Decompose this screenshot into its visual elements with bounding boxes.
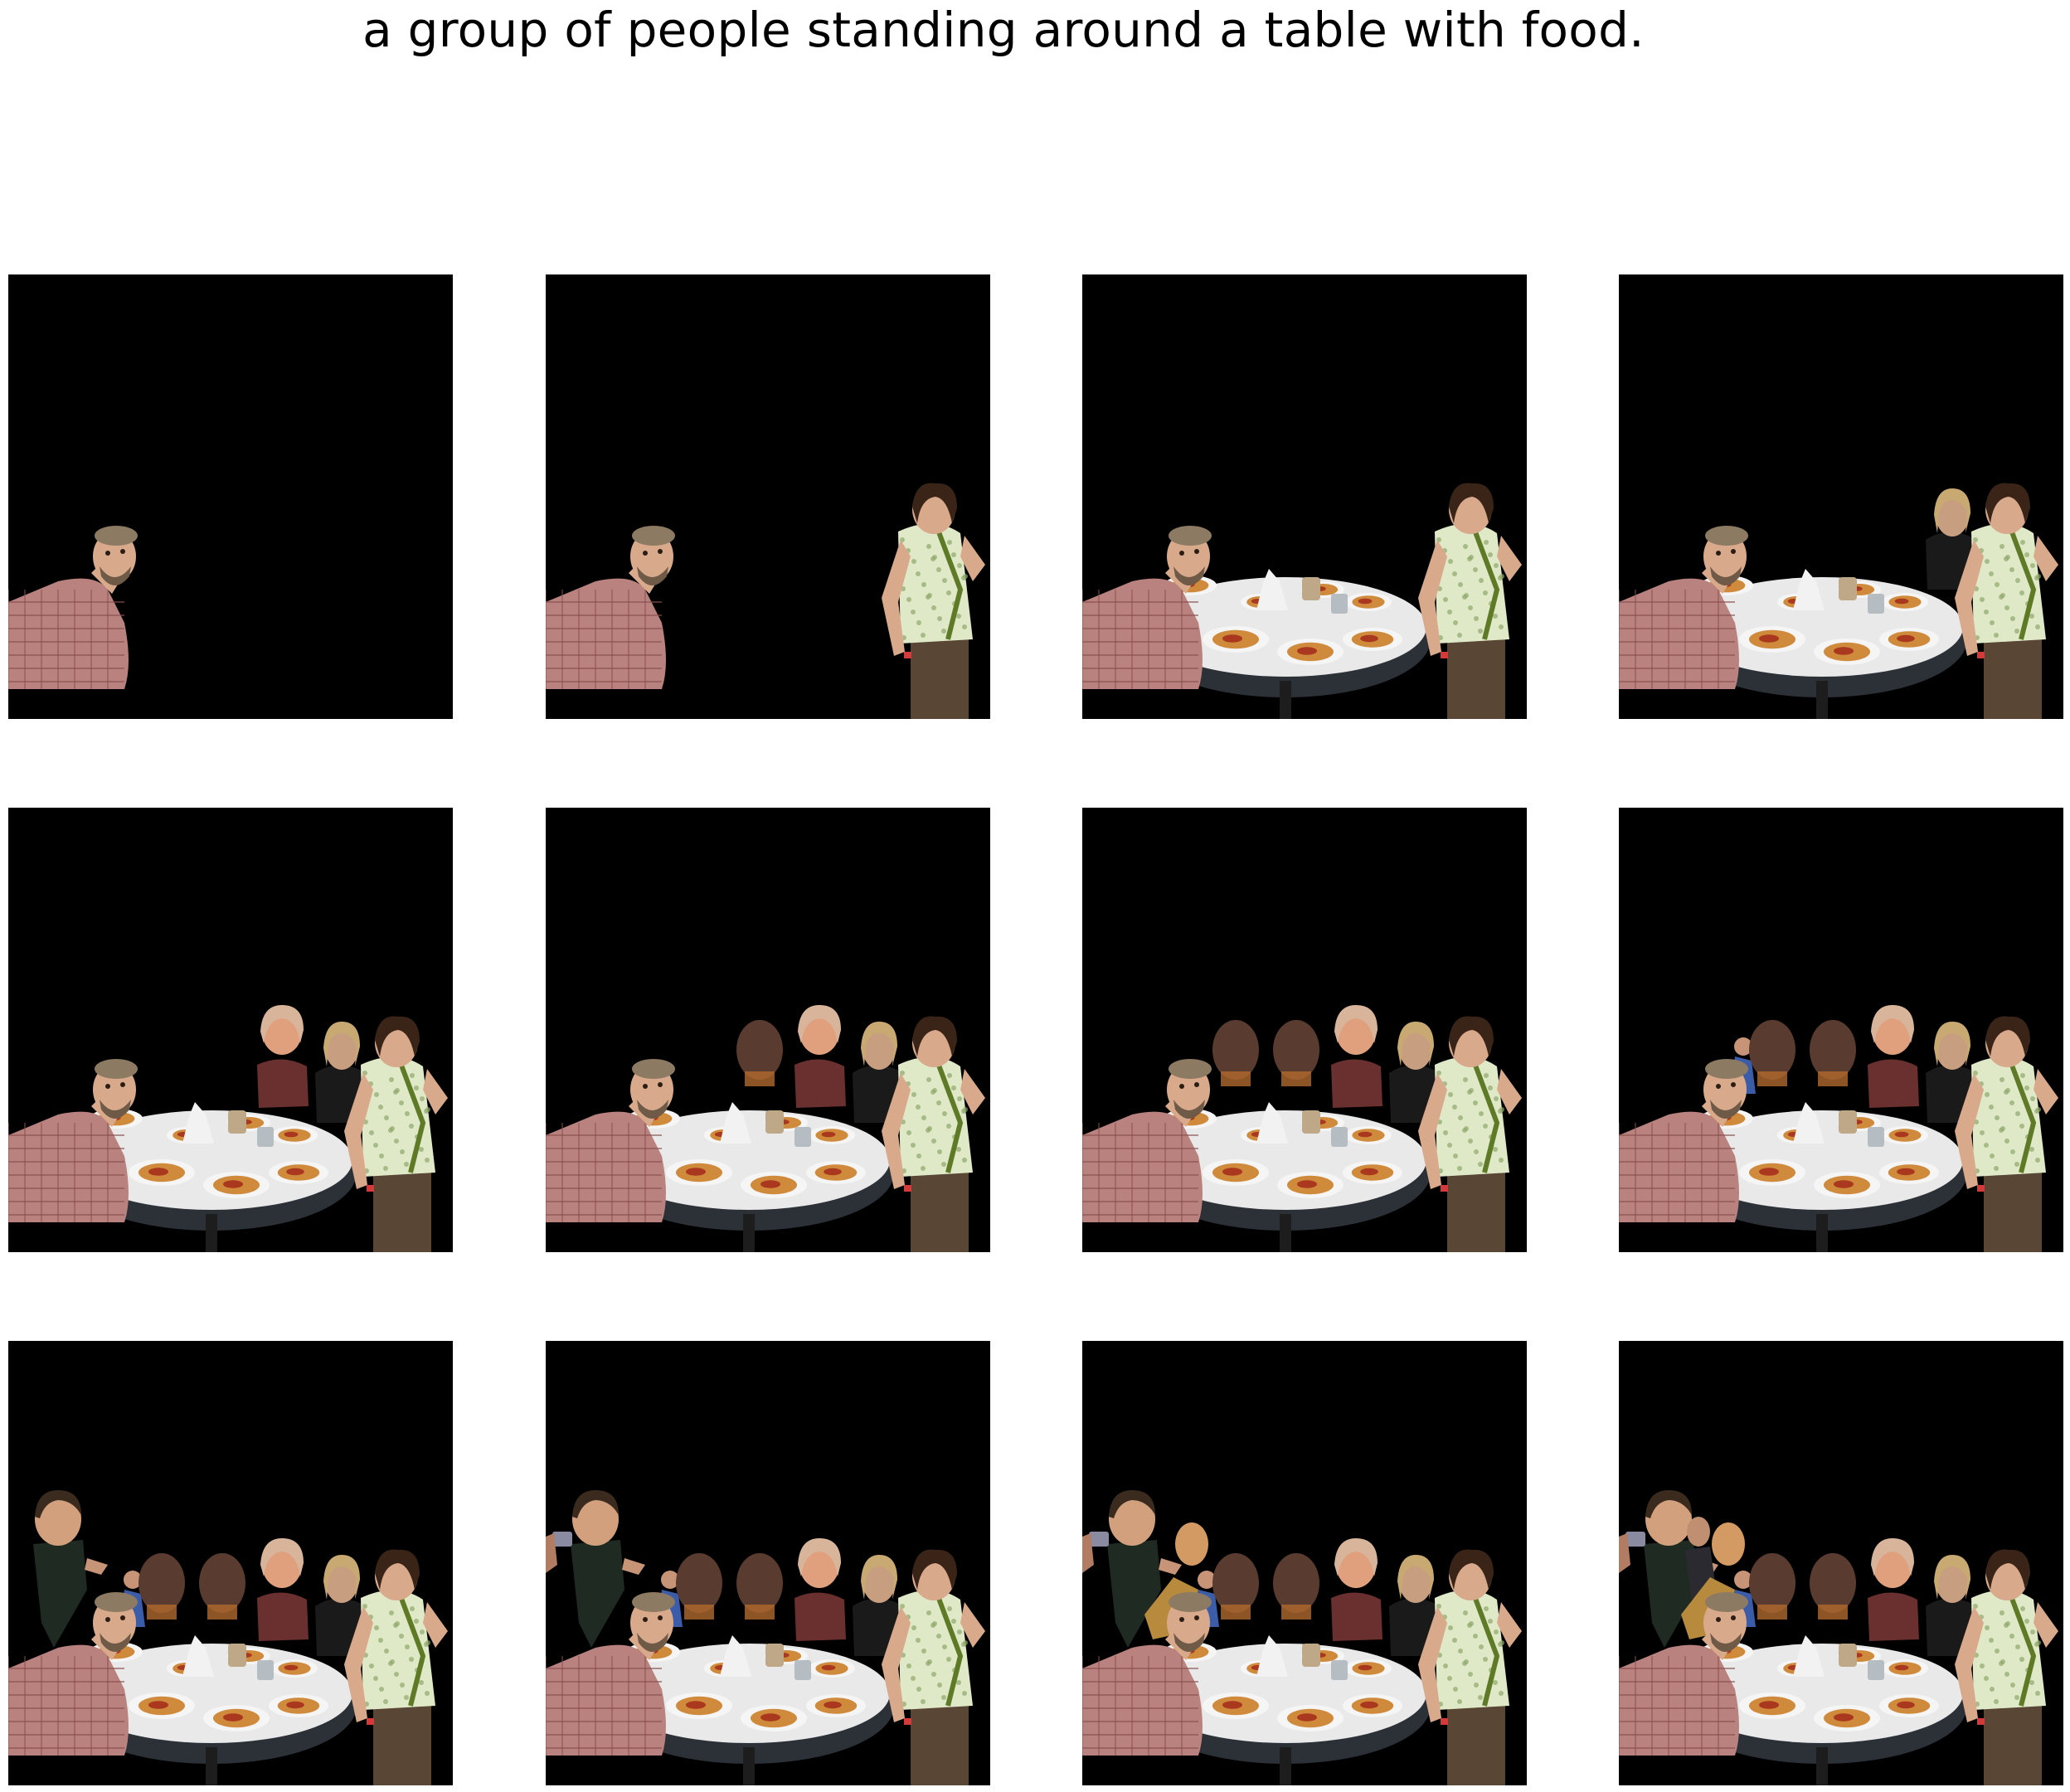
panel-7 xyxy=(1082,808,1527,1252)
panel-canvas xyxy=(1619,808,2063,1252)
man-leaning xyxy=(1082,1592,1212,1756)
older-woman xyxy=(257,1538,309,1641)
panel-canvas xyxy=(8,808,453,1252)
panel-canvas xyxy=(8,1341,453,1785)
dark-face-2 xyxy=(1212,1020,1259,1086)
round-table-with-food xyxy=(604,1635,894,1785)
dark-face-1 xyxy=(1273,1553,1319,1620)
woman-green-top xyxy=(1418,483,1522,719)
panel-canvas xyxy=(1619,274,2063,719)
woman-green-top xyxy=(882,483,985,719)
panel-2 xyxy=(546,274,990,719)
round-table-with-food xyxy=(1140,1635,1431,1785)
man-leaning xyxy=(1082,526,1212,689)
figure-caption: a group of people standing around a tabl… xyxy=(362,2,1645,58)
older-woman xyxy=(1331,1005,1382,1108)
woman-green-top xyxy=(1955,1016,2058,1252)
man-leaning xyxy=(546,526,675,689)
panel-canvas xyxy=(1082,808,1527,1252)
dark-face-1 xyxy=(736,1553,783,1620)
panel-canvas xyxy=(1082,1341,1527,1785)
panel-8 xyxy=(1619,808,2063,1252)
round-table-with-food xyxy=(1677,1635,1967,1785)
dark-face-2 xyxy=(676,1553,722,1620)
camera-hand xyxy=(546,1532,572,1573)
round-table-with-food xyxy=(66,1102,357,1252)
older-woman xyxy=(1868,1538,1919,1641)
panel-12 xyxy=(1619,1341,2063,1785)
man-leaning xyxy=(1619,1059,1748,1222)
man-leaning xyxy=(8,1059,138,1222)
older-woman xyxy=(1868,1005,1919,1108)
man-leaning xyxy=(546,1592,675,1756)
man-leaning xyxy=(546,1059,675,1222)
boy xyxy=(1107,1490,1182,1648)
man-leaning xyxy=(8,526,138,689)
woman-green-top xyxy=(1418,1016,1522,1252)
boy xyxy=(1644,1490,1718,1648)
panel-11 xyxy=(1082,1341,1527,1785)
panel-canvas xyxy=(546,1341,990,1785)
dark-face-1 xyxy=(736,1020,783,1086)
panel-canvas xyxy=(8,274,453,719)
dark-face-2 xyxy=(1749,1553,1795,1620)
panel-1 xyxy=(8,274,453,719)
round-table-with-food xyxy=(1140,1102,1431,1252)
older-woman xyxy=(1331,1538,1382,1641)
round-table-with-food xyxy=(1677,1102,1967,1252)
blonde-woman xyxy=(315,1555,373,1656)
woman-green-top xyxy=(1418,1549,1522,1785)
panel-5 xyxy=(8,808,453,1252)
panel-10 xyxy=(546,1341,990,1785)
panel-canvas xyxy=(546,274,990,719)
woman-green-top xyxy=(1955,483,2058,719)
woman-green-top xyxy=(882,1549,985,1785)
panel-3 xyxy=(1082,274,1527,719)
dark-face-2 xyxy=(1749,1020,1795,1086)
man-leaning xyxy=(1619,1592,1748,1756)
panel-canvas xyxy=(546,808,990,1252)
round-table-with-food xyxy=(66,1635,357,1785)
dark-face-2 xyxy=(138,1553,185,1620)
dark-face-2 xyxy=(1212,1553,1259,1620)
panel-6 xyxy=(546,808,990,1252)
round-table-with-food xyxy=(1677,569,1967,719)
boy xyxy=(571,1490,645,1648)
panel-canvas xyxy=(1082,274,1527,719)
dark-face-1 xyxy=(1810,1553,1856,1620)
man-leaning xyxy=(8,1592,138,1756)
man-leaning xyxy=(1619,526,1748,689)
boy xyxy=(33,1490,108,1648)
woman-green-top xyxy=(1955,1549,2058,1785)
dark-face-1 xyxy=(1273,1020,1319,1086)
panel-4 xyxy=(1619,274,2063,719)
older-woman xyxy=(257,1005,309,1108)
panel-9 xyxy=(8,1341,453,1785)
dark-face-1 xyxy=(199,1553,245,1620)
camera-hand xyxy=(1619,1532,1645,1573)
older-woman xyxy=(794,1538,846,1641)
man-leaning xyxy=(1082,1059,1212,1222)
panel-canvas xyxy=(1619,1341,2063,1785)
woman-green-top xyxy=(344,1016,448,1252)
older-woman xyxy=(794,1005,846,1108)
round-table-with-food xyxy=(604,1102,894,1252)
woman-green-top xyxy=(344,1549,448,1785)
camera-hand xyxy=(1082,1532,1109,1573)
round-table-with-food xyxy=(1140,569,1431,719)
dark-face-1 xyxy=(1810,1020,1856,1086)
woman-green-top xyxy=(882,1016,985,1252)
